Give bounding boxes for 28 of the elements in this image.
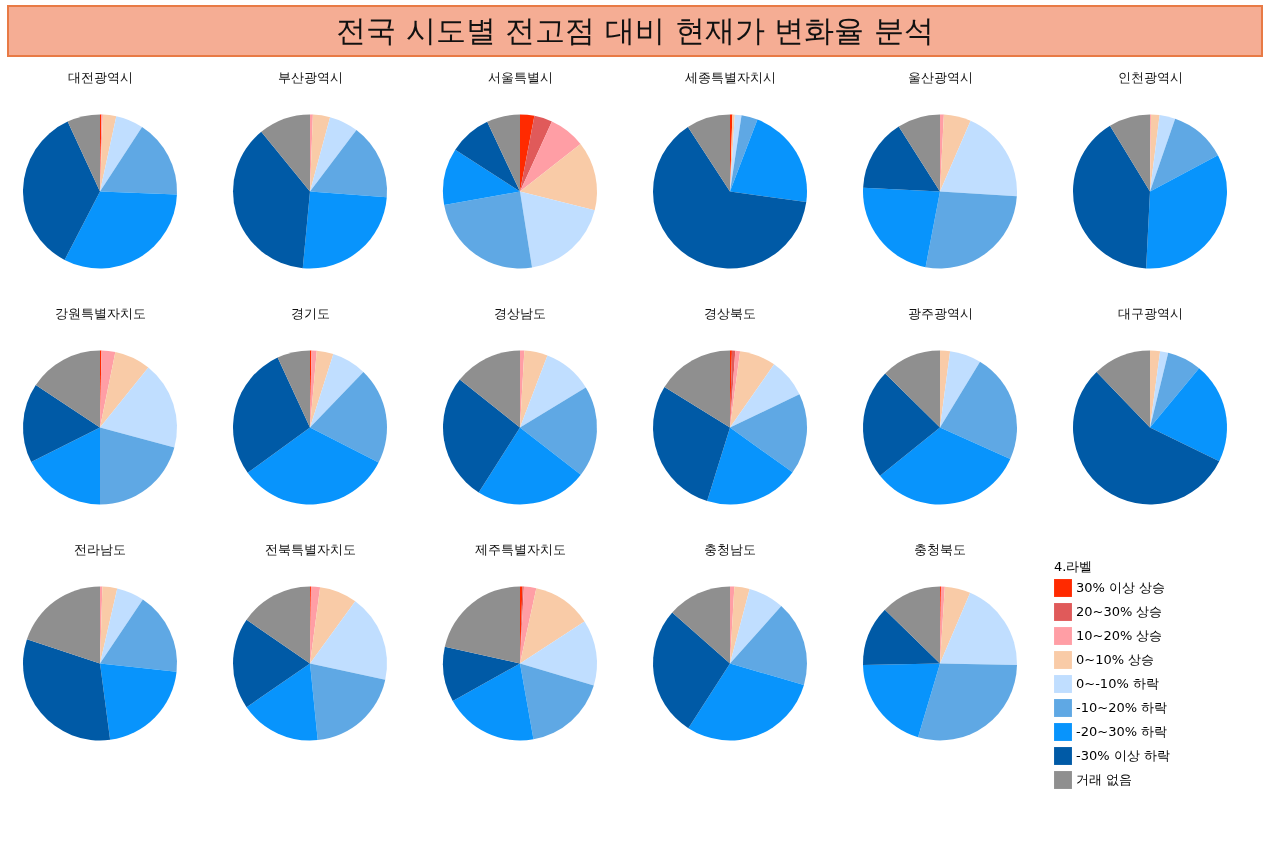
chart-title: 전북특별자치도 [264,542,356,557]
chart-title: 대구광역시 [1117,306,1183,321]
chart-title: 경상북도 [704,306,756,321]
legend-label: -10~20% 하락 [1076,700,1168,715]
legend-label: 0~-10% 하락 [1076,676,1159,691]
legend-label: 0~10% 상승 [1076,652,1155,667]
legend-title: 4.라벨 [1054,559,1093,574]
legend-label: -30% 이상 하락 [1076,748,1170,763]
chart-title: 전라남도 [74,542,126,557]
chart-title: 세종특별자치시 [684,70,776,85]
chart-title: 강원특별자치도 [54,306,146,321]
chart-title: 울산광역시 [907,70,973,85]
legend-label: 거래 없음 [1076,772,1133,787]
text: 전국 시도별 전고점 대비 현재가 변화율 분석 [336,13,934,48]
chart-title: 경상남도 [494,306,546,321]
legend-label: 20~30% 상승 [1076,604,1163,619]
chart-title: 경기도 [290,306,330,321]
legend-label: -20~30% 하락 [1076,724,1168,739]
chart-title: 제주특별자치도 [474,542,566,557]
chart-title: 충청남도 [704,542,756,557]
legend-label: 10~20% 상승 [1076,628,1163,643]
chart-title: 인천광역시 [1117,70,1183,85]
legend-label: 30% 이상 상승 [1076,580,1166,595]
chart-title: 서울특별시 [487,70,553,85]
chart-title: 부산광역시 [277,70,343,85]
chart-title: 광주광역시 [907,306,973,321]
chart-title: 대전광역시 [67,70,133,85]
chart-title: 충청북도 [914,542,966,557]
